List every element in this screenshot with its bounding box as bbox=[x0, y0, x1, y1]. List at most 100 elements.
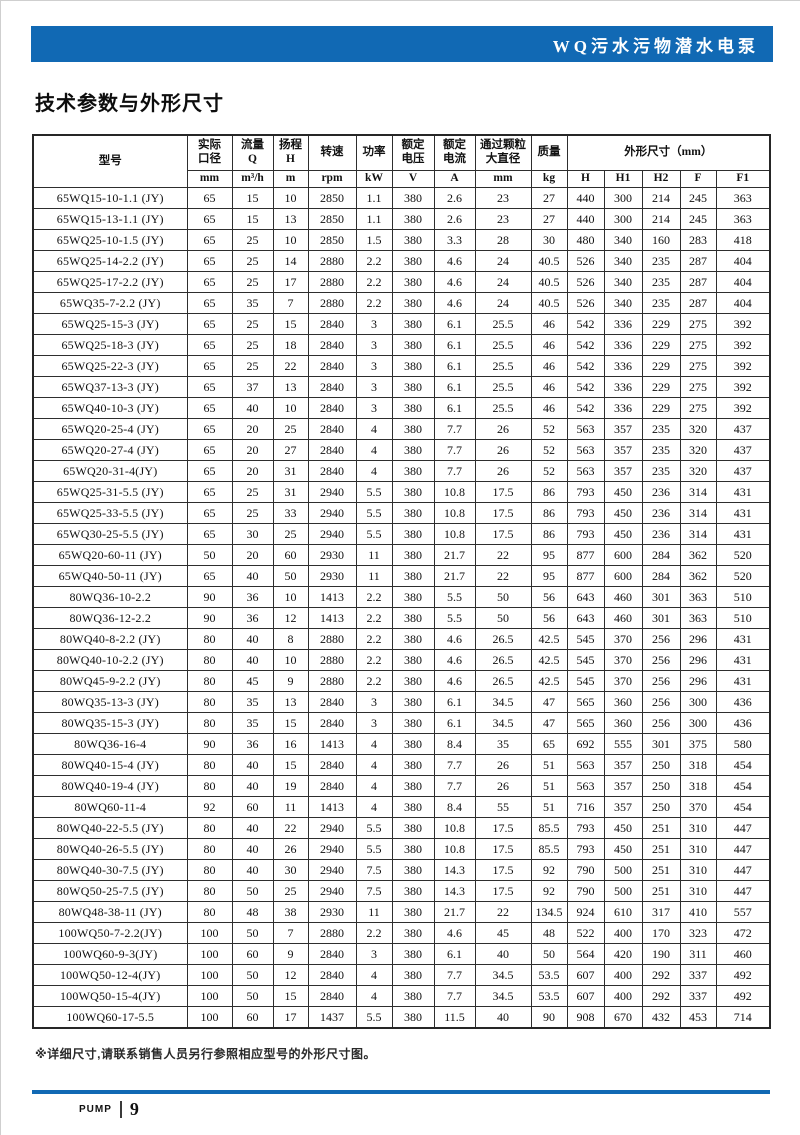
value-cell: 357 bbox=[603, 754, 643, 776]
value-cell: 472 bbox=[715, 922, 771, 944]
value-cell: 310 bbox=[679, 880, 717, 902]
value-cell: 1413 bbox=[307, 607, 357, 629]
table-row: 80WQ40-26-5.5 (JY) 80 40 26 2940 5.5 380 10.8 17… bbox=[32, 838, 771, 860]
model-cell: 80WQ40-19-4 (JY) bbox=[32, 775, 188, 797]
value-cell: 30 bbox=[530, 229, 568, 251]
value-cell: 46 bbox=[530, 376, 568, 398]
value-cell: 380 bbox=[391, 817, 435, 839]
value-cell: 2840 bbox=[307, 460, 357, 482]
col-header-particle: 通过颗粒 大直径 bbox=[474, 134, 532, 171]
model-cell: 65WQ40-50-11 (JY) bbox=[32, 565, 188, 587]
value-cell: 23 bbox=[474, 208, 532, 230]
model-cell: 80WQ40-22-5.5 (JY) bbox=[32, 817, 188, 839]
value-cell: 5.5 bbox=[355, 523, 393, 545]
value-cell: 7.7 bbox=[433, 460, 476, 482]
value-cell: 2940 bbox=[307, 880, 357, 902]
value-cell: 80 bbox=[186, 754, 233, 776]
value-cell: 436 bbox=[715, 712, 771, 734]
value-cell: 380 bbox=[391, 481, 435, 503]
value-cell: 500 bbox=[603, 880, 643, 902]
value-cell: 22 bbox=[474, 565, 532, 587]
value-cell: 42.5 bbox=[530, 649, 568, 671]
value-cell: 460 bbox=[715, 943, 771, 965]
value-cell: 30 bbox=[272, 859, 309, 881]
value-cell: 27 bbox=[530, 208, 568, 230]
value-cell: 51 bbox=[530, 796, 568, 818]
value-cell: 4.6 bbox=[433, 670, 476, 692]
value-cell: 24 bbox=[474, 292, 532, 314]
value-cell: 22 bbox=[272, 817, 309, 839]
value-cell: 229 bbox=[641, 355, 681, 377]
value-cell: 2840 bbox=[307, 943, 357, 965]
value-cell: 492 bbox=[715, 964, 771, 986]
value-cell: 100 bbox=[186, 922, 233, 944]
value-cell: 10.8 bbox=[433, 523, 476, 545]
value-cell: 65 bbox=[186, 376, 233, 398]
header-band-title: WQ污水污物潜水电泵 bbox=[552, 36, 759, 56]
value-cell: 250 bbox=[641, 796, 681, 818]
value-cell: 380 bbox=[391, 859, 435, 881]
value-cell: 392 bbox=[715, 376, 771, 398]
value-cell: 27 bbox=[530, 187, 568, 209]
value-cell: 42.5 bbox=[530, 670, 568, 692]
value-cell: 65 bbox=[186, 292, 233, 314]
table-row: 100WQ50-7-2.2(JY) 100 50 7 2880 2.2 380 4.6 45 48… bbox=[32, 922, 771, 944]
value-cell: 25 bbox=[231, 355, 274, 377]
value-cell: 5.5 bbox=[355, 502, 393, 524]
value-cell: 26 bbox=[474, 775, 532, 797]
value-cell: 56 bbox=[530, 586, 568, 608]
value-cell: 60 bbox=[272, 544, 309, 566]
value-cell: 4.6 bbox=[433, 292, 476, 314]
value-cell: 46 bbox=[530, 355, 568, 377]
value-cell: 17.5 bbox=[474, 859, 532, 881]
table-row: 65WQ25-15-3 (JY) 65 25 15 2840 3 380 6.1 25.5 46 5… bbox=[32, 313, 771, 335]
value-cell: 340 bbox=[603, 271, 643, 293]
value-cell: 25 bbox=[231, 481, 274, 503]
value-cell: 314 bbox=[679, 481, 717, 503]
value-cell: 11 bbox=[355, 565, 393, 587]
value-cell: 323 bbox=[679, 922, 717, 944]
value-cell: 2880 bbox=[307, 628, 357, 650]
value-cell: 542 bbox=[566, 334, 605, 356]
value-cell: 160 bbox=[641, 229, 681, 251]
value-cell: 400 bbox=[603, 985, 643, 1007]
value-cell: 563 bbox=[566, 775, 605, 797]
value-cell: 20 bbox=[231, 439, 274, 461]
value-cell: 310 bbox=[679, 859, 717, 881]
value-cell: 35 bbox=[231, 712, 274, 734]
value-cell: 2840 bbox=[307, 418, 357, 440]
value-cell: 55 bbox=[474, 796, 532, 818]
value-cell: 2.2 bbox=[355, 670, 393, 692]
value-cell: 375 bbox=[679, 733, 717, 755]
unit-speed: rpm bbox=[307, 170, 357, 188]
col-header-mass: 质量 bbox=[530, 134, 568, 171]
value-cell: 600 bbox=[603, 544, 643, 566]
value-cell: 410 bbox=[679, 901, 717, 923]
value-cell: 542 bbox=[566, 376, 605, 398]
value-cell: 296 bbox=[679, 628, 717, 650]
value-cell: 25.5 bbox=[474, 334, 532, 356]
value-cell: 300 bbox=[679, 691, 717, 713]
value-cell: 2930 bbox=[307, 565, 357, 587]
value-cell: 404 bbox=[715, 250, 771, 272]
value-cell: 2.2 bbox=[355, 250, 393, 272]
value-cell: 35 bbox=[474, 733, 532, 755]
table-row: 65WQ25-10-1.5 (JY) 65 25 10 2850 1.5 380 3.3 28 3… bbox=[32, 229, 771, 251]
col-header-dimensions: 外形尺寸（mm） bbox=[566, 134, 771, 171]
value-cell: 53.5 bbox=[530, 985, 568, 1007]
value-cell: 28 bbox=[474, 229, 532, 251]
table-row: 100WQ50-12-4(JY) 100 50 12 2840 4 380 7.7 34.5 53… bbox=[32, 964, 771, 986]
value-cell: 370 bbox=[603, 670, 643, 692]
value-cell: 5.5 bbox=[355, 817, 393, 839]
value-cell: 4.6 bbox=[433, 922, 476, 944]
value-cell: 336 bbox=[603, 355, 643, 377]
value-cell: 924 bbox=[566, 901, 605, 923]
value-cell: 418 bbox=[715, 229, 771, 251]
value-cell: 1413 bbox=[307, 586, 357, 608]
value-cell: 2.2 bbox=[355, 607, 393, 629]
value-cell: 380 bbox=[391, 376, 435, 398]
value-cell: 336 bbox=[603, 376, 643, 398]
value-cell: 314 bbox=[679, 523, 717, 545]
value-cell: 15 bbox=[272, 313, 309, 335]
value-cell: 431 bbox=[715, 628, 771, 650]
